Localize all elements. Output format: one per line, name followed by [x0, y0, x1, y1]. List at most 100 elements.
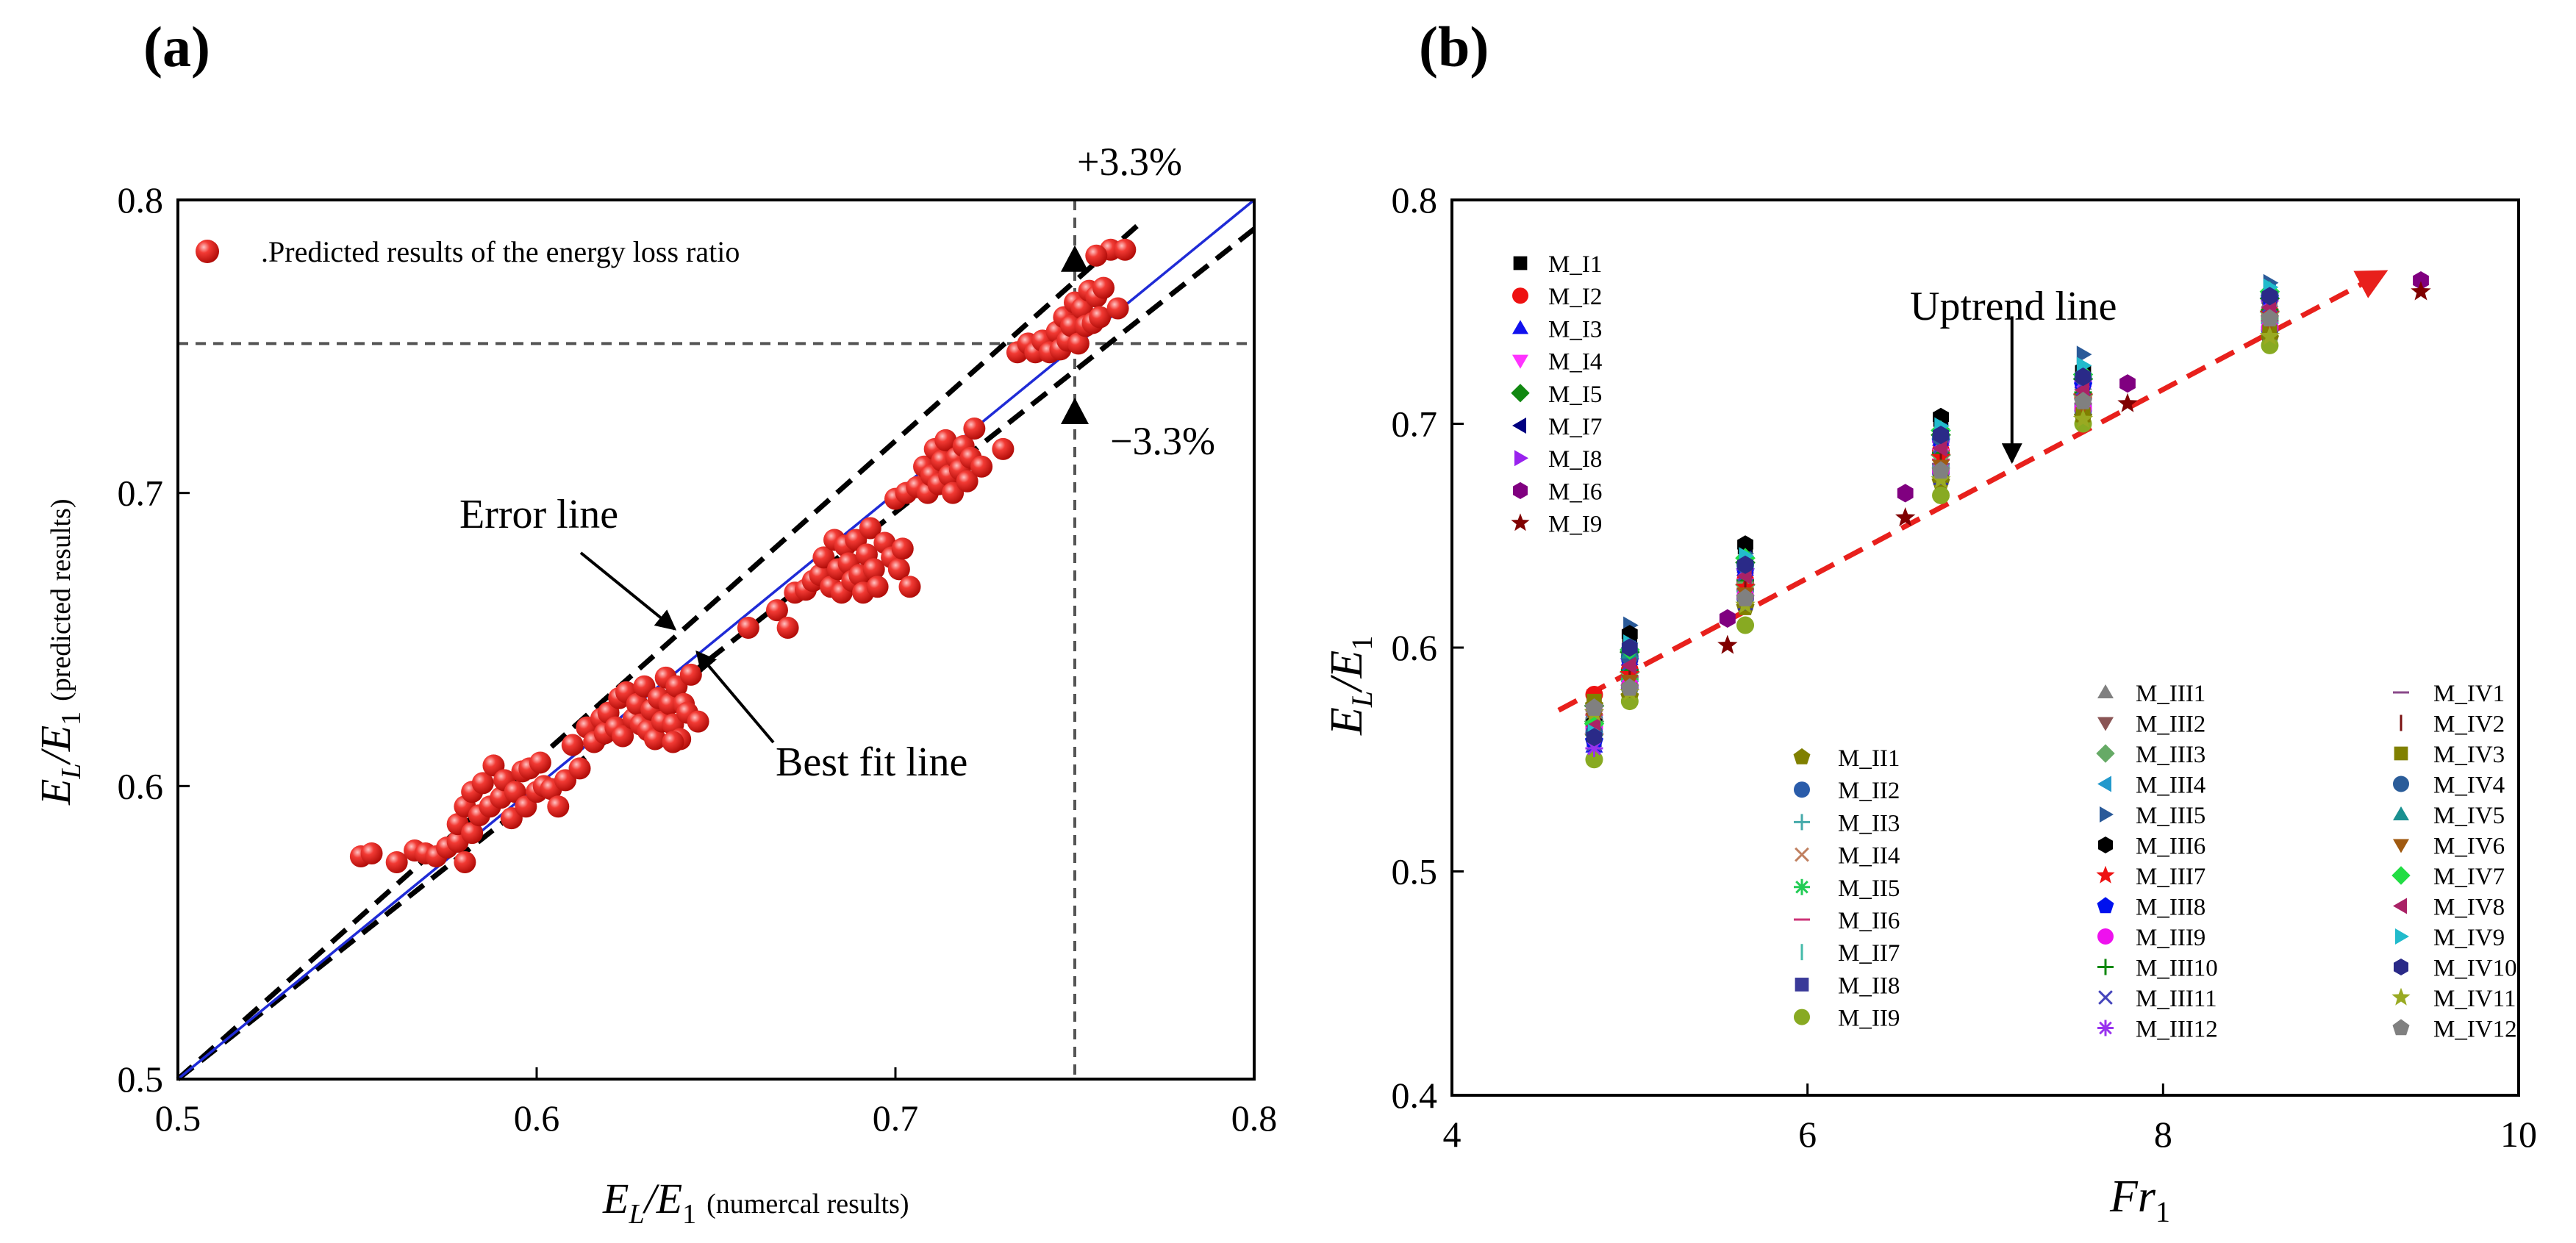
- y-axis-label-sub: L: [1345, 691, 1378, 708]
- data-point: [687, 710, 709, 733]
- data-point: [1114, 238, 1137, 261]
- data-point: [1736, 616, 1755, 634]
- legend-label: M_I5: [1548, 382, 1602, 408]
- legend-label: M_III2: [2136, 712, 2205, 738]
- x-tick-label: 8: [2154, 1114, 2172, 1155]
- y-axis-label: EL/E1: [1322, 636, 1378, 736]
- legend-label: M_II3: [1838, 810, 1900, 837]
- y-axis-label-sub: 1: [56, 712, 87, 726]
- legend-label: M_III10: [2136, 956, 2218, 982]
- legend-marker: [2097, 684, 2114, 698]
- data-point: [568, 757, 591, 780]
- legend-marker: [1794, 1009, 1810, 1025]
- legend-label: M_II2: [1838, 778, 1900, 804]
- data-point: [956, 470, 978, 492]
- panel-a: (a) 0.5 0.6 0.7 0.8 0.5 0.6 0.7 0.8 .Pre…: [32, 15, 1277, 1230]
- x-tick-label: 6: [1798, 1114, 1817, 1155]
- data-point: [385, 850, 408, 873]
- y-axis-label: EL/E1 (predicted results): [32, 498, 87, 806]
- x-axis-label: Fr1: [2109, 1172, 2170, 1228]
- x-axis-label-sub: L: [628, 1199, 644, 1230]
- data-point: [1620, 678, 1639, 696]
- data-point: [1737, 555, 1753, 574]
- data-point: [1932, 486, 1950, 504]
- legend-label: M_IV6: [2433, 834, 2505, 860]
- legend-marker: [1794, 814, 1810, 831]
- data-point: [963, 417, 986, 440]
- panel-a-points: [349, 238, 1137, 873]
- data-point: [471, 772, 494, 795]
- legend-label: M_II8: [1838, 972, 1900, 999]
- legend-marker: [1511, 384, 1530, 403]
- x-axis-label-sub: 1: [682, 1199, 696, 1230]
- y-axis-label-e: E: [32, 779, 79, 806]
- legend-marker: [1513, 481, 1528, 499]
- data-point: [2411, 281, 2431, 301]
- legend-label: M_I8: [1548, 446, 1602, 473]
- legend-label: M_III8: [2136, 895, 2205, 921]
- legend-label: M_IV1: [2433, 681, 2505, 707]
- error-line-lower: [176, 226, 1256, 1081]
- data-point: [2261, 287, 2278, 306]
- legend-marker: [1512, 287, 1528, 304]
- data-point: [1092, 276, 1115, 299]
- y-tick-label: 0.5: [1392, 851, 1438, 892]
- legend-marker: [2097, 1020, 2114, 1036]
- legend-marker: [1793, 748, 1811, 764]
- legend-label: M_II5: [1838, 875, 1900, 902]
- data-point: [1584, 698, 1603, 716]
- legend-label: M_IV2: [2433, 712, 2505, 738]
- legend-label: M_III1: [2136, 681, 2205, 707]
- legend-label: M_IV4: [2433, 773, 2505, 799]
- x-axis-label: EL/E1 (numercal results): [602, 1175, 909, 1230]
- y-tick-label: 0.7: [118, 473, 164, 514]
- panel-a-axes-frame: [176, 198, 1256, 1081]
- best-fit-line-label: Best fit line: [776, 739, 967, 785]
- legend-label: M_III5: [2136, 803, 2205, 829]
- data-point: [1586, 728, 1603, 747]
- data-point: [360, 842, 383, 865]
- panel-a-label: (a): [143, 15, 210, 79]
- legend-marker: [2394, 746, 2408, 761]
- legend-marker: [2096, 865, 2115, 884]
- data-point: [644, 728, 667, 751]
- x-tick-label: 0.6: [514, 1097, 560, 1139]
- data-point: [1085, 244, 1108, 267]
- legend-label: M_I1: [1548, 251, 1602, 278]
- x-axis-label-e: E: [602, 1175, 629, 1222]
- x-tick-label: 0.5: [155, 1097, 201, 1139]
- legend-marker: [2392, 1019, 2410, 1036]
- data-point: [737, 617, 759, 640]
- data-point: [2117, 393, 2138, 412]
- x-axis-label-sub: 1: [2155, 1195, 2170, 1228]
- error-line-upper: [176, 221, 1142, 1081]
- panel-b-axes-frame: [1450, 198, 2520, 1097]
- legend-marker: [2098, 990, 2113, 1005]
- panel-b-tick-labels: 4 6 8 10 0.4 0.5 0.6 0.7 0.8: [1392, 179, 2538, 1155]
- x-tick-label: 0.7: [873, 1097, 919, 1139]
- legend-label: M_I4: [1548, 349, 1602, 376]
- legend-marker: [2100, 806, 2114, 823]
- legend-label: M_I3: [1548, 316, 1602, 343]
- data-point: [529, 751, 551, 774]
- x-tick-label: 4: [1443, 1114, 1461, 1155]
- legend-marker: [2391, 866, 2411, 885]
- legend-marker: [1512, 354, 1528, 369]
- legend-label: M_III6: [2136, 834, 2205, 860]
- data-point: [887, 558, 910, 581]
- y-axis-label-note: (predicted results): [46, 498, 76, 701]
- data-point: [612, 725, 634, 748]
- legend-marker: [2393, 775, 2409, 792]
- panel-b-points: [1584, 271, 2431, 769]
- minus-error-label: −3.3%: [1110, 419, 1215, 463]
- legend-label: M_I9: [1548, 512, 1602, 538]
- data-point: [1585, 751, 1603, 769]
- legend-label: M_IV7: [2433, 864, 2505, 890]
- legend-marker: [2097, 775, 2111, 792]
- best-fit-line-arrow: [695, 650, 775, 744]
- legend-label: M_I2: [1548, 284, 1602, 310]
- data-point: [2260, 309, 2279, 327]
- legend-label: M_IV9: [2433, 925, 2505, 951]
- legend-marker: [2395, 928, 2409, 945]
- legend-label: M_III3: [2136, 742, 2205, 768]
